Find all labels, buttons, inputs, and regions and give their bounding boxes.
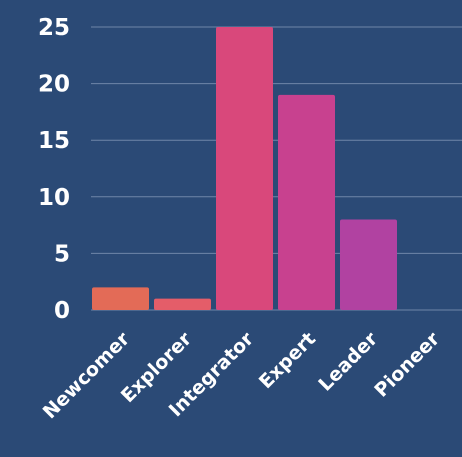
bar-leader bbox=[340, 219, 397, 310]
grid-layer bbox=[91, 26, 462, 311]
y-tick-label: 25 bbox=[38, 15, 70, 41]
bars-layer bbox=[92, 27, 397, 310]
y-axis-labels: 0 5 10 15 20 25 bbox=[38, 15, 70, 324]
bar-integrator bbox=[216, 27, 273, 310]
y-tick-label: 5 bbox=[54, 241, 70, 267]
y-tick-label: 0 bbox=[54, 298, 70, 324]
bar-expert bbox=[278, 94, 335, 310]
y-tick-label: 10 bbox=[38, 185, 70, 211]
bar-explorer bbox=[154, 298, 211, 310]
y-tick-label: 15 bbox=[38, 128, 70, 154]
bar-newcomer bbox=[92, 287, 149, 310]
y-tick-label: 20 bbox=[38, 72, 70, 98]
